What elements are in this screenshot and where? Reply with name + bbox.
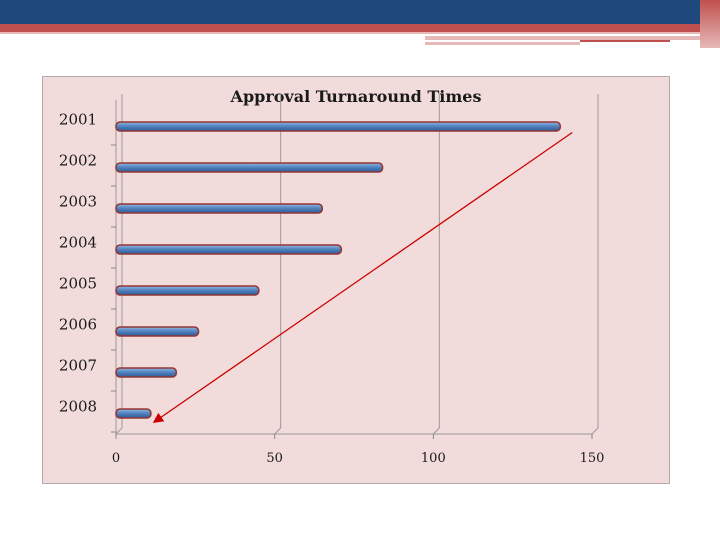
category-label-2006: 2006 xyxy=(59,316,97,334)
trend-arrow xyxy=(152,131,573,423)
x-tick-label: 50 xyxy=(266,451,283,466)
gridline-floor xyxy=(274,427,282,435)
chart-title: Approval Turnaround Times xyxy=(230,87,482,106)
header-navy-band xyxy=(0,0,700,24)
gridline-floor xyxy=(591,427,599,435)
category-label-2001: 2001 xyxy=(59,111,97,129)
bar-2008 xyxy=(115,408,152,419)
accent-line-3 xyxy=(580,40,670,42)
category-label-2005: 2005 xyxy=(59,275,97,293)
corner-accent xyxy=(700,0,720,48)
bar-2003 xyxy=(115,203,324,214)
x-tick-label: 100 xyxy=(421,451,446,466)
category-label-2007: 2007 xyxy=(59,357,97,375)
accent-line-2 xyxy=(425,42,580,45)
plot-area: 0 50 100 150 2001 2002 2003 2004 2005 2006 2007 200… xyxy=(59,94,605,466)
x-tick-label: 0 xyxy=(112,451,120,466)
bar-2006 xyxy=(115,326,200,337)
bar-2004 xyxy=(115,244,343,255)
bar-2002 xyxy=(115,162,384,173)
gridline-floor xyxy=(432,427,440,435)
category-label-2004: 2004 xyxy=(59,234,97,252)
header-pink-line xyxy=(0,32,700,34)
bar-2005 xyxy=(115,285,260,296)
category-label-2008: 2008 xyxy=(59,398,97,416)
category-label-2003: 2003 xyxy=(59,193,97,211)
bar-2007 xyxy=(115,367,178,378)
x-tick-label: 150 xyxy=(580,451,605,466)
bar-2001 xyxy=(115,121,562,132)
accent-line-1 xyxy=(425,36,700,40)
category-label-2002: 2002 xyxy=(59,152,97,170)
header-red-band xyxy=(0,24,700,32)
axis-floor-edge xyxy=(115,427,123,435)
